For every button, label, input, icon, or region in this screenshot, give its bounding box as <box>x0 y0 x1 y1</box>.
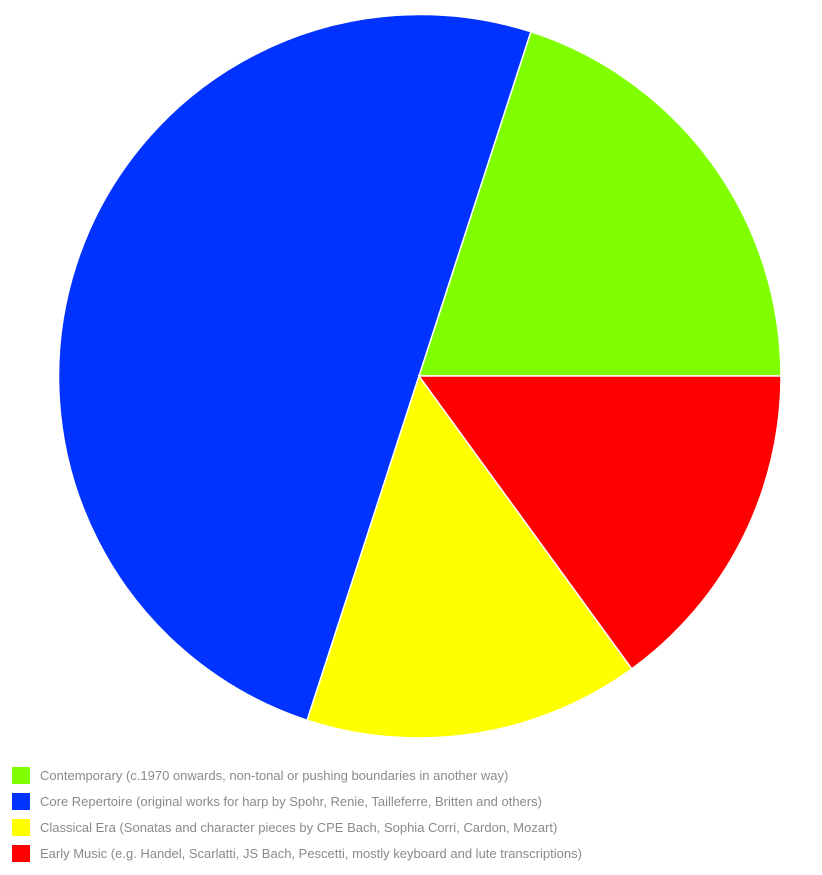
legend-item-classical-era: Classical Era (Sonatas and character pie… <box>12 814 818 840</box>
legend-item-core-repertoire: Core Repertoire (original works for harp… <box>12 788 818 814</box>
pie-slice-contemporary <box>417 30 782 377</box>
legend: Contemporary (c.1970 onwards, non-tonal … <box>12 762 818 866</box>
pie-slice-classical-era <box>306 374 633 739</box>
legend-swatch-contemporary <box>12 766 30 784</box>
legend-item-early-music: Early Music (e.g. Handel, Scarlatti, JS … <box>12 840 818 866</box>
legend-item-contemporary: Contemporary (c.1970 onwards, non-tonal … <box>12 762 818 788</box>
legend-label-early-music: Early Music (e.g. Handel, Scarlatti, JS … <box>40 845 582 861</box>
legend-swatch-early-music <box>12 844 30 862</box>
pie-slice-early-music <box>417 375 782 670</box>
pie-chart <box>57 13 782 739</box>
legend-swatch-classical-era <box>12 818 30 836</box>
pie-slice-core-repertoire <box>57 13 532 722</box>
legend-label-contemporary: Contemporary (c.1970 onwards, non-tonal … <box>40 767 509 783</box>
legend-label-classical-era: Classical Era (Sonatas and character pie… <box>40 819 558 835</box>
legend-swatch-core-repertoire <box>12 792 30 810</box>
legend-label-core-repertoire: Core Repertoire (original works for harp… <box>40 793 542 809</box>
